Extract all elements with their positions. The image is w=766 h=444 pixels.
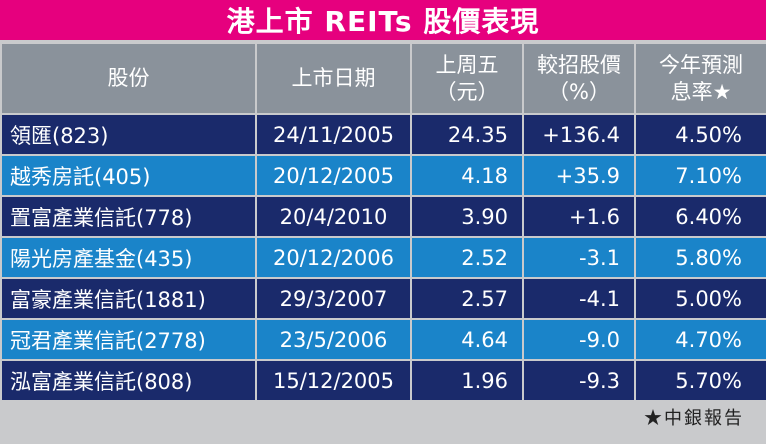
vs-ipo-cell: +136.4 [524, 113, 634, 154]
price-cell: 3.90 [412, 195, 522, 236]
column-header-line: 較招股價 [537, 52, 621, 77]
column-header-line: 上周五 [435, 52, 499, 77]
yield-cell: 4.70% [636, 318, 766, 359]
price-cell: 4.64 [412, 318, 522, 359]
yield-cell: 7.10% [636, 154, 766, 195]
vs-ipo-cell: -9.3 [524, 359, 634, 400]
price-cell: 24.35 [412, 113, 522, 154]
table-row: 富豪產業信託(1881) 29/3/2007 2.57 -4.1 5.00% [2, 277, 766, 318]
table-row: 冠君產業信託(2778) 23/5/2006 4.64 -9.0 4.70% [2, 318, 766, 359]
vs-ipo-cell: +1.6 [524, 195, 634, 236]
column-header-listing-date: 上市日期 [257, 44, 410, 113]
listing-date-cell: 23/5/2006 [257, 318, 410, 359]
vs-ipo-cell: -4.1 [524, 277, 634, 318]
stock-cell: 富豪產業信託(1881) [2, 277, 255, 318]
table-row: 領匯(823) 24/11/2005 24.35 +136.4 4.50% [2, 113, 766, 154]
column-header-stock: 股份 [2, 44, 255, 113]
column-header-line: （%） [548, 79, 610, 104]
column-header-line: （元） [435, 79, 499, 104]
reit-table: 股份 上市日期 上周五 （元） 較招股價 （%） 今年預測 息率★ 領匯(823) 24/11/… [0, 44, 766, 400]
price-cell: 2.57 [412, 277, 522, 318]
column-header-line: 今年預測 [659, 52, 743, 77]
stock-cell: 冠君產業信託(2778) [2, 318, 255, 359]
listing-date-cell: 20/12/2006 [257, 236, 410, 277]
listing-date-cell: 29/3/2007 [257, 277, 410, 318]
yield-cell: 5.70% [636, 359, 766, 400]
vs-ipo-cell: +35.9 [524, 154, 634, 195]
column-header-line: 息率★ [670, 79, 732, 104]
column-header-vs-ipo-price: 較招股價 （%） [524, 44, 634, 113]
yield-cell: 5.80% [636, 236, 766, 277]
stock-cell: 陽光房產基金(435) [2, 236, 255, 277]
stock-cell: 越秀房託(405) [2, 154, 255, 195]
header-row: 股份 上市日期 上周五 （元） 較招股價 （%） 今年預測 息率★ [2, 44, 766, 113]
table-row: 泓富產業信託(808) 15/12/2005 1.96 -9.3 5.70% [2, 359, 766, 400]
source-note: ★中銀報告 [644, 408, 744, 429]
stock-cell: 領匯(823) [2, 113, 255, 154]
listing-date-cell: 15/12/2005 [257, 359, 410, 400]
vs-ipo-cell: -9.0 [524, 318, 634, 359]
column-header-line: 股份 [107, 66, 150, 90]
table-row: 陽光房產基金(435) 20/12/2006 2.52 -3.1 5.80% [2, 236, 766, 277]
yield-cell: 5.00% [636, 277, 766, 318]
table-row: 置富產業信託(778) 20/4/2010 3.90 +1.6 6.40% [2, 195, 766, 236]
listing-date-cell: 24/11/2005 [257, 113, 410, 154]
yield-cell: 4.50% [636, 113, 766, 154]
stock-cell: 置富產業信託(778) [2, 195, 255, 236]
chart-title: 港上市 REITs 股價表現 [0, 0, 766, 40]
table-row: 越秀房託(405) 20/12/2005 4.18 +35.9 7.10% [2, 154, 766, 195]
table-body: 領匯(823) 24/11/2005 24.35 +136.4 4.50% 越秀房託(40… [2, 113, 766, 400]
listing-date-cell: 20/4/2010 [257, 195, 410, 236]
column-header-last-friday-price: 上周五 （元） [412, 44, 522, 113]
price-cell: 2.52 [412, 236, 522, 277]
listing-date-cell: 20/12/2005 [257, 154, 410, 195]
column-header-forecast-yield: 今年預測 息率★ [636, 44, 766, 113]
price-cell: 1.96 [412, 359, 522, 400]
vs-ipo-cell: -3.1 [524, 236, 634, 277]
price-cell: 4.18 [412, 154, 522, 195]
stock-cell: 泓富產業信託(808) [2, 359, 255, 400]
column-header-line: 上市日期 [291, 66, 376, 90]
yield-cell: 6.40% [636, 195, 766, 236]
